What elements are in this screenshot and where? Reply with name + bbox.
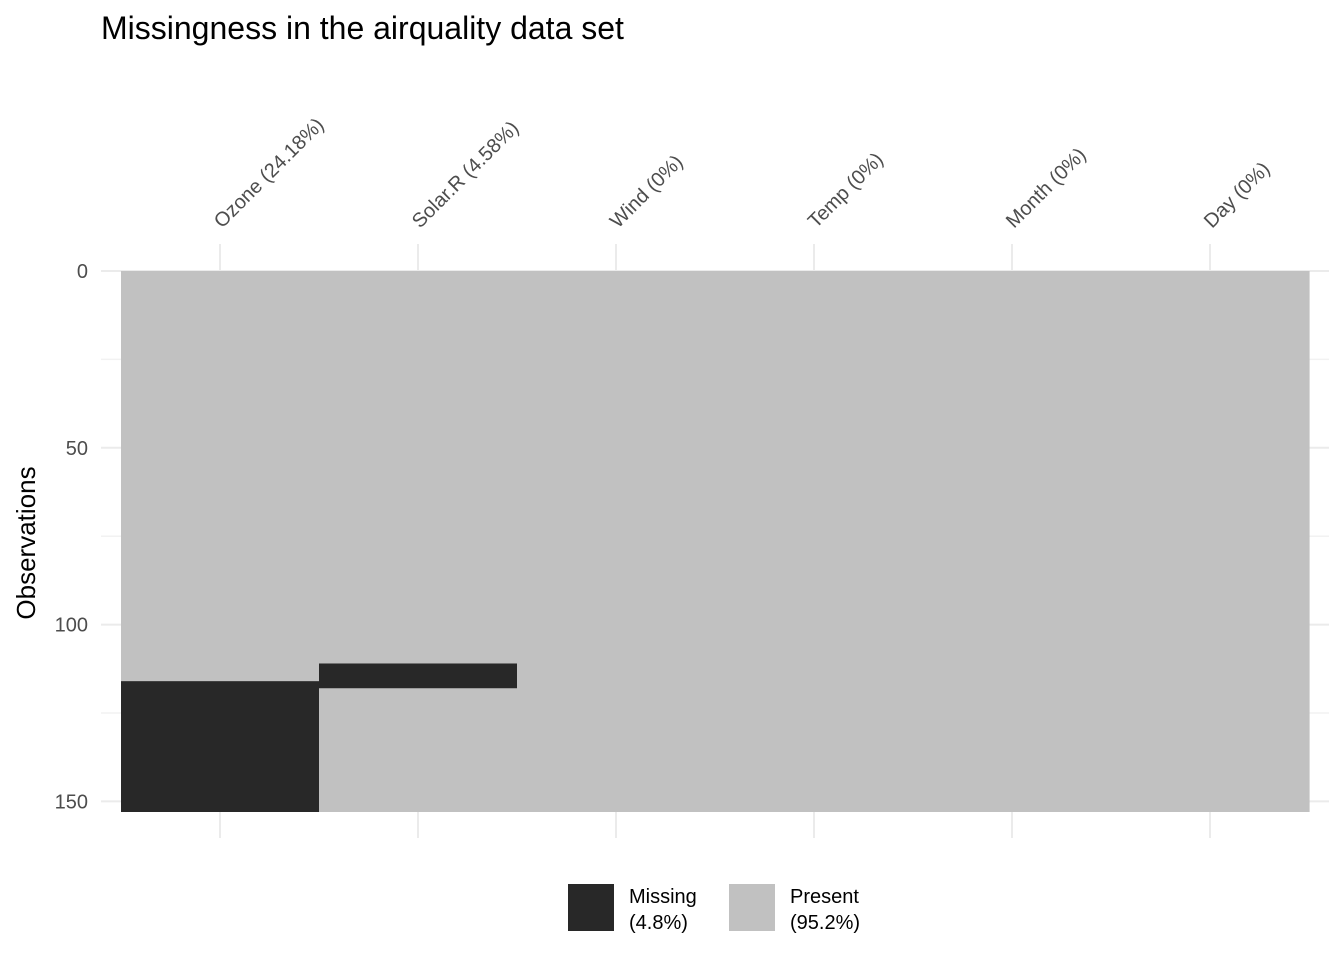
present-cell <box>913 271 1112 812</box>
y-axis-ticks: 0 50 100 150 <box>55 261 88 813</box>
y-tick-label: 50 <box>66 438 88 460</box>
legend-label: Missing <box>629 886 697 908</box>
y-tick-label: 100 <box>55 615 88 637</box>
legend-swatch <box>729 884 775 931</box>
legend-label: Present <box>790 886 859 908</box>
present-cell <box>517 271 716 812</box>
missing-cell <box>319 663 517 689</box>
plot-panel <box>121 271 1310 812</box>
x-tick-label: Temp (0%) <box>804 149 888 233</box>
legend: Missing (4.8%) Present (95.2%) <box>568 884 860 934</box>
x-tick-label: Ozone (24.18%) <box>210 114 329 233</box>
present-cell <box>319 271 518 812</box>
legend-swatch <box>568 884 614 931</box>
y-axis-label: Observations <box>11 466 41 619</box>
legend-percent: (4.8%) <box>629 912 688 934</box>
legend-percent: (95.2%) <box>790 912 860 934</box>
y-tick-label: 150 <box>55 791 88 813</box>
present-cell <box>1111 271 1310 812</box>
x-axis-ticks: Ozone (24.18%) Solar.R (4.58%) Wind (0%) Te… <box>210 114 1275 233</box>
x-tick-label: Solar.R (4.58%) <box>408 117 523 232</box>
y-tick-label: 0 <box>77 261 88 283</box>
x-tick-label: Day (0%) <box>1200 158 1275 233</box>
x-tick-label: Wind (0%) <box>606 151 688 233</box>
chart-title: Missingness in the airquality data set <box>101 10 624 46</box>
present-cell <box>715 271 914 812</box>
x-tick-label: Month (0%) <box>1002 144 1091 233</box>
missing-cell <box>121 681 319 812</box>
